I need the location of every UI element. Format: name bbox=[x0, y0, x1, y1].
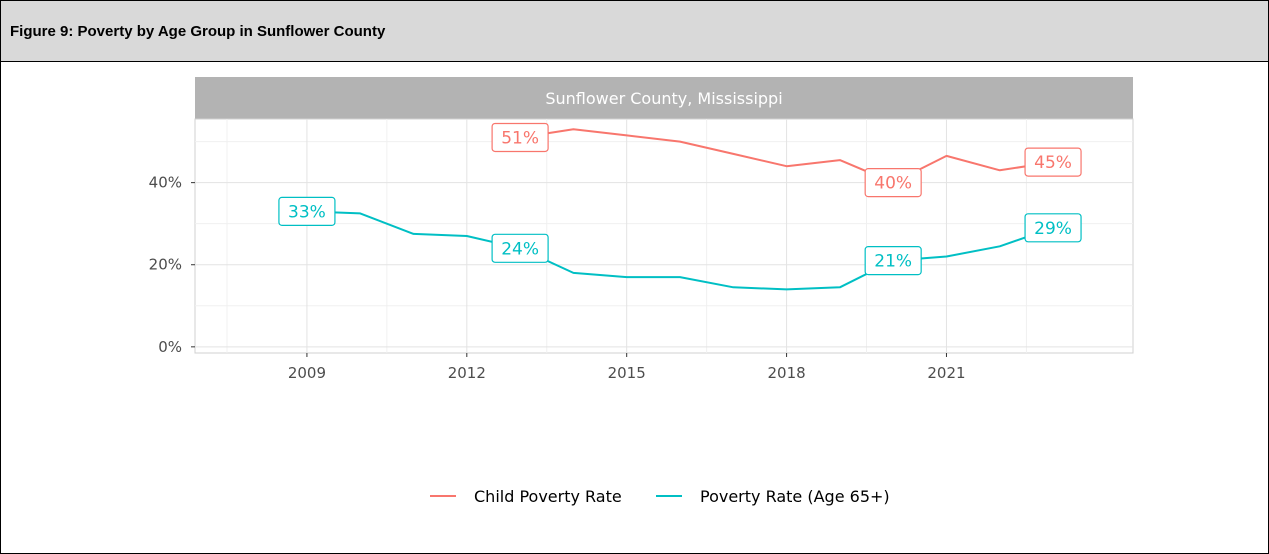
data-label-box bbox=[1024, 213, 1082, 243]
x-tick-label: 2018 bbox=[767, 364, 805, 382]
data-label-text: 29% bbox=[1034, 219, 1072, 239]
data-labels: 51% 40% 45% 33% 24% 21% 29% bbox=[278, 122, 1082, 276]
legend: Child Poverty Rate Poverty Rate (Age 65+) bbox=[430, 487, 890, 506]
figure-caption-bar: Figure 9: Poverty by Age Group in Sunflo… bbox=[1, 1, 1268, 62]
data-label-box bbox=[491, 122, 549, 153]
y-tick-label: 40% bbox=[149, 174, 182, 192]
x-tick-label: 2015 bbox=[608, 364, 646, 382]
data-label: 45% bbox=[1024, 147, 1082, 177]
data-label: 24% bbox=[491, 233, 549, 263]
data-label: 40% bbox=[864, 168, 922, 198]
y-axis: 0% 20% 40% bbox=[149, 174, 195, 356]
data-label: 29% bbox=[1024, 213, 1082, 243]
legend-label: Poverty Rate (Age 65+) bbox=[700, 487, 890, 506]
x-axis: 2009 2012 2015 2018 2021 bbox=[288, 353, 966, 382]
series-line-2 bbox=[306, 210, 1054, 291]
facet-strip bbox=[195, 77, 1133, 119]
plot-panel bbox=[194, 118, 1134, 354]
data-label-text: 24% bbox=[501, 239, 539, 259]
series-lines bbox=[306, 128, 1054, 291]
data-label-text: 51% bbox=[501, 128, 539, 148]
data-label: 33% bbox=[278, 196, 336, 226]
x-tick-label: 2012 bbox=[448, 364, 486, 382]
legend-label: Child Poverty Rate bbox=[474, 487, 622, 506]
data-label-box bbox=[491, 233, 549, 263]
data-label-box bbox=[278, 196, 336, 226]
data-label-box bbox=[1024, 147, 1082, 177]
x-tick-label: 2021 bbox=[927, 364, 965, 382]
data-label-text: 33% bbox=[288, 202, 326, 222]
legend-item: Child Poverty Rate bbox=[430, 487, 622, 506]
data-label-box bbox=[864, 246, 922, 276]
legend-item: Poverty Rate (Age 65+) bbox=[656, 487, 890, 506]
y-tick-label: 20% bbox=[149, 256, 182, 274]
series-line-1 bbox=[519, 128, 1054, 184]
data-label-text: 45% bbox=[1034, 153, 1072, 173]
facet-title: Sunflower County, Mississippi bbox=[545, 89, 782, 108]
y-tick-label: 0% bbox=[158, 338, 182, 356]
line-chart: Sunflower County, Mississippi 0% 20% 40% 2… bbox=[149, 77, 1134, 506]
data-label-text: 40% bbox=[874, 174, 912, 194]
data-label: 51% bbox=[491, 122, 549, 153]
data-label-text: 21% bbox=[874, 252, 912, 272]
figure-caption: Figure 9: Poverty by Age Group in Sunflo… bbox=[10, 23, 386, 40]
x-tick-label: 2009 bbox=[288, 364, 326, 382]
data-label: 21% bbox=[864, 246, 922, 276]
data-label-box bbox=[864, 168, 922, 198]
